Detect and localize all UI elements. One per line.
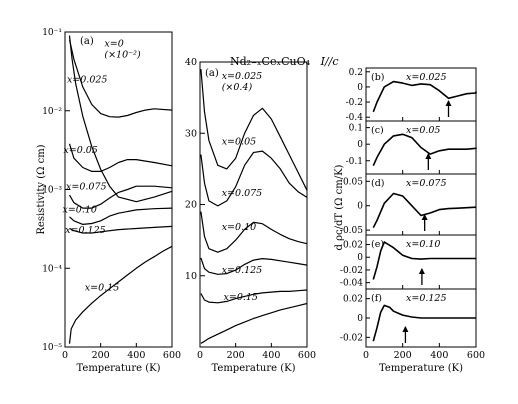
panel-lin-ytick-label: 40 — [185, 57, 197, 68]
panel-log-series-label-3: x=0.075 — [66, 182, 107, 193]
panel-lin-series-label-1: x=0.05 — [222, 137, 256, 148]
panel-deriv-c-ytick-label: 0.1 — [349, 124, 363, 134]
panel-lin-series-4 — [200, 289, 308, 304]
panel-log-series-3 — [68, 185, 173, 209]
panel-lin-series-label-2: x=0.075 — [222, 188, 263, 199]
panel-log-series-label-0: x=0 — [104, 39, 123, 50]
panel-deriv-c-arrow-head — [425, 153, 432, 159]
panel-deriv-e-ytick-label: -0.02 — [340, 266, 363, 276]
panel-lin-xtick-label: 400 — [262, 350, 280, 361]
panel-deriv-f-series-label: x=0.125 — [406, 293, 447, 304]
panel-lin-ytick-label: 10 — [185, 271, 197, 282]
panel-log-series-0 — [68, 35, 173, 203]
panel-deriv-b-tag: (b) — [371, 72, 385, 83]
panel-deriv-b-series — [372, 80, 477, 113]
panel-deriv-c-series — [372, 133, 477, 167]
panel-log-ytick-label: 10⁻⁴ — [42, 264, 62, 274]
panel-log-series-label-2: x=0.05 — [63, 145, 97, 156]
panel-log-xtick-label: 600 — [163, 350, 181, 361]
panel-deriv-f-xtick-label: 200 — [394, 350, 412, 361]
panel-log-tag: (a) — [80, 36, 94, 47]
figure-title: Nd₂₋ₓCeₓCuO₄ I//c — [230, 55, 338, 68]
panel-lin-series-5 — [200, 302, 308, 344]
panel-log-ytick-label: 10⁻² — [42, 107, 62, 117]
panel-lin-series-label-0-line2: (×0.4) — [222, 82, 253, 93]
panel-deriv-f-xtick-label: 600 — [467, 350, 485, 361]
panel-log-xtick-label: 0 — [62, 350, 68, 361]
panel-deriv-b-ytick-label: 0 — [357, 83, 363, 93]
panel-lin-xlabel: Temperature (K) — [212, 363, 296, 374]
panel-deriv-c-ytick-label: 0 — [357, 140, 363, 150]
panel-deriv-d-series-label: x=0.075 — [406, 178, 447, 189]
panel-deriv-f-arrow-head — [402, 326, 409, 332]
panel-deriv-f-series — [372, 304, 476, 342]
panel-log-ytick-label: 10⁻⁵ — [42, 343, 62, 353]
panel-deriv-d-arrow-head — [421, 214, 428, 220]
panel-lin-series-1 — [200, 150, 308, 207]
panel-deriv-f-xtick-label: 0 — [363, 350, 369, 361]
panel-deriv-d-series — [372, 192, 477, 229]
panel-deriv-e-series — [372, 241, 476, 280]
panel-deriv-b-ytick-label: -0.2 — [346, 98, 363, 108]
panel-deriv-c-ytick-label: -0.1 — [346, 157, 363, 167]
current-direction: I//c — [320, 55, 339, 68]
panel-log-series-label-4: x=0.10 — [62, 205, 96, 216]
panel-log-ytick-label: 10⁻¹ — [42, 28, 62, 38]
panel-lin-ytick-label: 30 — [185, 128, 197, 139]
panel-log-series-label-1: x=0.025 — [67, 74, 108, 85]
panel-deriv-c-series-label: x=0.05 — [406, 125, 440, 136]
panel-log-series-1 — [68, 39, 173, 118]
panel-deriv-e-ytick-label: -0.04 — [340, 279, 363, 289]
panel-deriv-f-tag: (f) — [371, 293, 382, 304]
panel-deriv-d-ytick-label: 0.05 — [343, 177, 363, 187]
compound-formula: Nd₂₋ₓCeₓCuO₄ — [230, 55, 311, 68]
panel-log-xlabel: Temperature (K) — [77, 363, 161, 374]
panel-log-series-label-0-line2: (×10⁻²) — [104, 50, 141, 61]
panel-deriv-e-ytick-label: 0.02 — [343, 241, 363, 251]
panel-lin-series-3 — [200, 257, 308, 275]
panel-deriv-d-ytick-label: 0 — [357, 202, 363, 212]
panel-lin-xtick-label: 0 — [197, 350, 203, 361]
panel-lin-series-label-4: x=0.125 — [222, 265, 263, 276]
panel-deriv-ylabel: d ρc/dT (Ω cm/K) — [334, 164, 345, 250]
panel-deriv-e-arrow-head — [418, 268, 425, 274]
panel-deriv-b-series-label: x=0.025 — [406, 72, 447, 83]
panel-deriv-d-ytick-label: -0.05 — [340, 226, 363, 236]
panel-lin-xtick-label: 200 — [227, 350, 245, 361]
panel-deriv-f-xtick-label: 400 — [430, 350, 448, 361]
panel-deriv-f-ytick-label: -0.02 — [340, 333, 363, 343]
panel-deriv-xlabel: Temperature (K) — [379, 363, 463, 374]
panel-lin-series-label-3: x=0.10 — [222, 222, 256, 233]
panel-log-series-label-6: x=0.15 — [85, 283, 119, 294]
panel-log-xtick-label: 200 — [92, 350, 110, 361]
panel-deriv-f-ytick-label: 0.02 — [343, 295, 363, 305]
panel-lin-xtick-label: 600 — [298, 350, 316, 361]
panel-deriv-b-ytick-label: 0.2 — [349, 68, 363, 78]
panel-log-series-6 — [68, 245, 173, 344]
panel-log-xtick-label: 400 — [127, 350, 145, 361]
panel-deriv-e-tag: (e) — [371, 239, 384, 250]
panel-log-series-label-5: x=0.125 — [65, 225, 106, 236]
panel-lin-series-0 — [200, 69, 308, 191]
panel-deriv-d-tag: (d) — [371, 178, 385, 189]
panel-lin-tag: (a) — [205, 68, 219, 79]
panel-log-series-5 — [69, 225, 173, 234]
panel-deriv-c-tag: (c) — [371, 125, 384, 136]
panel-deriv-e-ytick-label: 0 — [357, 253, 363, 263]
panel-log-ytick-label: 10⁻³ — [42, 186, 62, 196]
panel-lin-series-label-5: x=0.15 — [224, 292, 258, 303]
panel-deriv-b-ytick-label: -0.4 — [346, 113, 364, 123]
panel-deriv-f-ytick-label: 0 — [357, 314, 363, 324]
panel-log-ylabel: Resistivity (Ω cm) — [36, 144, 47, 234]
panel-lin-series-2 — [200, 211, 308, 253]
panel-lin-ytick-label: 20 — [185, 200, 197, 211]
panel-deriv-b-arrow-head — [445, 100, 452, 106]
panel-deriv-e-series-label: x=0.10 — [406, 239, 440, 250]
panel-log-series-2 — [68, 143, 173, 172]
panel-log-series-4 — [69, 207, 173, 225]
panel-lin-series-label-0: x=0.025 — [222, 71, 263, 82]
